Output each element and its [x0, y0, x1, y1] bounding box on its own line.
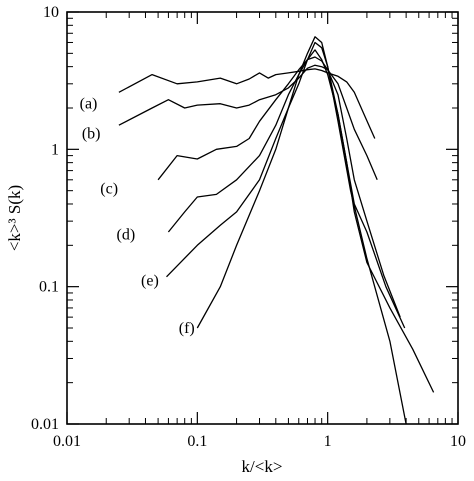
curve-f [196, 36, 407, 425]
y-tick-label: 0.01 [31, 416, 59, 433]
curve-d [167, 49, 406, 329]
x-axis-title: k/<k> [242, 457, 283, 476]
y-axis-title: <k>³ S(k) [5, 185, 24, 251]
x-tick-label: 0.1 [187, 433, 207, 450]
x-tick-label: 0.01 [53, 433, 81, 450]
curve-label: (e) [141, 272, 159, 289]
curve-label: (a) [80, 96, 98, 113]
curve-a [118, 68, 376, 139]
curve-label: (b) [82, 126, 101, 143]
axis-ticks [66, 11, 459, 425]
curve-c [157, 56, 401, 318]
curve-b [118, 64, 378, 181]
x-tick-label: 10 [450, 433, 466, 450]
y-tick-label: 1 [51, 141, 59, 158]
y-tick-label: 0.1 [39, 279, 59, 296]
curve-label: (c) [100, 180, 118, 197]
y-tick-label: 10 [43, 4, 59, 21]
curve-labels: (a) (b) (c) (d) (e) (f) [80, 96, 195, 337]
curve-e [166, 41, 435, 393]
tick-labels: 0.01 0.1 1 10 0.01 0.1 1 10 [31, 4, 466, 450]
curve-label: (f) [179, 320, 195, 337]
plot-frame [66, 11, 459, 425]
curves [118, 36, 435, 425]
curve-label: (d) [117, 226, 136, 243]
x-tick-label: 1 [324, 433, 332, 450]
